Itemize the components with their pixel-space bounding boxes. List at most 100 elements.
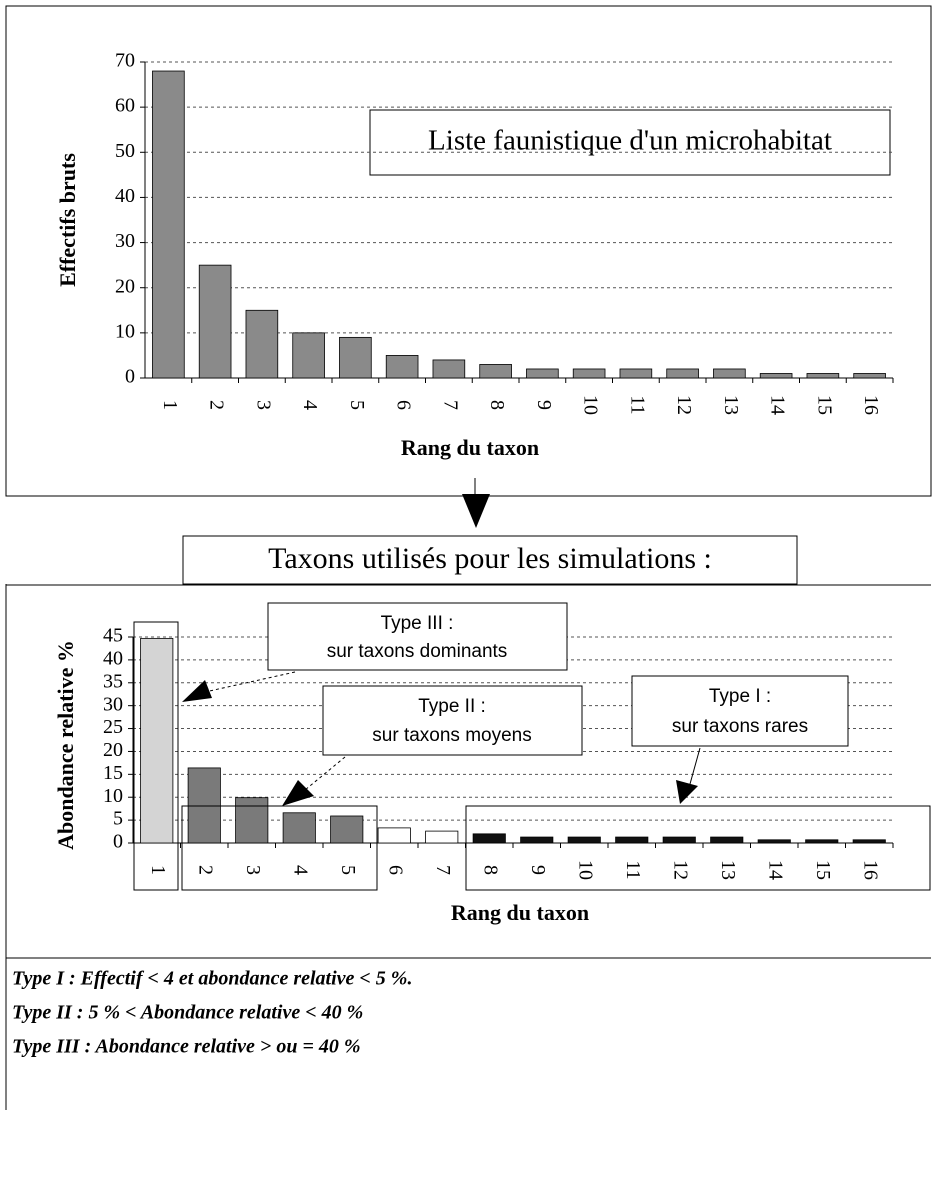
annotation-title: Type II : [418,696,486,717]
chart-title: Taxons utilisés pour les simulations : [268,542,712,575]
y-tick-label: 25 [103,716,123,738]
y-tick-label: 45 [103,625,123,647]
bar [235,797,269,844]
bar [710,836,744,844]
footnote: Type II : 5 % < Abondance relative < 40 … [12,1002,363,1024]
bar [662,836,696,844]
annotation-title: Type I : [709,686,771,707]
x-tick-label: 11 [626,395,648,414]
x-tick-label: 15 [813,395,835,415]
x-tick-label: 14 [767,395,789,415]
annotation-box [267,602,568,671]
y-tick-label: 70 [115,50,135,72]
x-tick-label: 3 [252,400,274,410]
annotation-box [322,685,583,756]
chart-title: Liste faunistique d'un microhabitat [428,125,832,157]
y-tick-label: 10 [115,320,135,342]
group-box [181,805,378,891]
x-tick-label: 16 [860,395,882,415]
group-box [133,621,179,891]
arrow-head [282,780,314,806]
bar [152,70,185,379]
bar [479,364,512,379]
x-tick-label: 4 [290,865,312,875]
arrow-head [462,494,490,528]
bar [666,368,699,379]
x-tick-label: 4 [299,400,321,410]
y-tick-label: 10 [103,785,123,807]
y-axis-label: Effectifs bruts [55,153,80,287]
bar [805,839,839,844]
y-tick-label: 30 [103,693,123,715]
footnote: Type I : Effectif < 4 et abondance relat… [12,968,412,990]
bar [140,637,174,844]
title-box [369,109,891,176]
x-tick-label: 1 [159,400,181,410]
title-box [182,535,798,585]
y-tick-label: 15 [103,762,123,784]
arrow-head [676,780,698,804]
y-tick-label: 0 [113,831,123,853]
y-tick-label: 0 [125,366,135,388]
x-tick-label: 12 [670,860,692,880]
x-tick-label: 9 [527,865,549,875]
x-tick-label: 1 [147,865,169,875]
bar [432,359,466,379]
bar [520,836,554,844]
annotation-text: sur taxons rares [672,716,808,737]
bar [757,839,791,844]
bar [292,332,325,379]
x-tick-label: 11 [622,860,644,879]
y-tick-label: 20 [103,739,123,761]
bar [713,368,746,379]
x-tick-label: 13 [717,860,739,880]
x-tick-label: 8 [486,400,508,410]
x-tick-label: 5 [346,400,368,410]
y-tick-label: 20 [115,275,135,297]
bar [330,815,364,844]
x-tick-label: 14 [765,860,787,880]
x-tick-label: 9 [533,400,555,410]
x-axis-label: Rang du taxon [401,435,539,460]
y-tick-label: 30 [115,230,135,252]
bar [567,836,601,844]
x-axis-label: Rang du taxon [451,900,589,925]
bar [425,830,459,844]
y-axis-label: Abondance relative % [53,640,78,850]
arrow-shaft [304,756,346,791]
bar [187,767,221,844]
bar [615,836,649,844]
bar [572,368,606,379]
arrow-head [182,680,212,702]
bar [385,355,419,379]
annotation-title: Type III : [381,613,454,634]
footnote: Type III : Abondance relative > ou = 40 … [12,1036,361,1058]
annotation-text: sur taxons moyens [372,725,531,746]
x-tick-label: 16 [860,860,882,880]
bar [853,373,886,379]
x-tick-label: 8 [480,865,502,875]
x-tick-label: 15 [812,860,834,880]
x-tick-label: 12 [673,395,695,415]
annotation-text: sur taxons dominants [327,641,508,662]
x-tick-label: 10 [580,395,602,415]
x-tick-label: 3 [242,865,264,875]
y-tick-label: 35 [103,670,123,692]
y-tick-label: 40 [115,185,135,207]
x-tick-label: 13 [720,395,742,415]
x-tick-label: 10 [575,860,597,880]
bar [526,368,559,379]
bar [759,373,793,379]
bar [852,839,886,844]
bar [339,336,372,379]
group-box [465,805,931,891]
bar [245,309,279,379]
bar [619,368,653,379]
bar [198,264,232,379]
bar [377,827,411,844]
y-tick-label: 60 [115,95,135,117]
x-tick-label: 6 [393,400,415,410]
y-tick-label: 5 [113,808,123,830]
bar [472,833,506,844]
